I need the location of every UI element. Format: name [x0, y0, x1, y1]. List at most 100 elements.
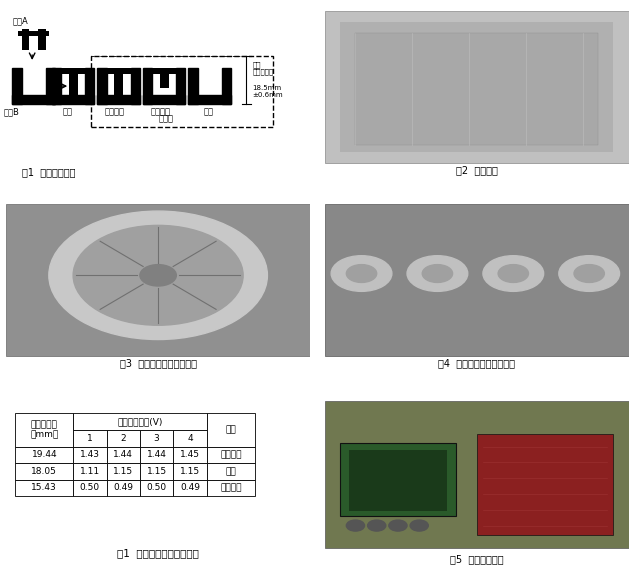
Bar: [140, 480, 173, 496]
Circle shape: [73, 225, 243, 325]
Bar: [325, 204, 629, 356]
Bar: [140, 463, 173, 480]
Bar: [340, 443, 456, 517]
Text: 18.05: 18.05: [31, 467, 57, 476]
Bar: [6, 204, 310, 356]
Bar: [356, 33, 598, 145]
Bar: [140, 447, 173, 463]
Text: 0.50: 0.50: [80, 483, 100, 492]
Text: パーツ高さ
（mm）: パーツ高さ （mm）: [30, 420, 58, 440]
Bar: [143, 95, 185, 104]
Text: 3: 3: [154, 434, 159, 443]
Bar: [73, 414, 207, 430]
Text: 不良品: 不良品: [158, 114, 173, 123]
Circle shape: [389, 520, 407, 531]
Bar: [52, 68, 61, 104]
Text: 部品B: 部品B: [3, 107, 19, 117]
Text: 1.15: 1.15: [180, 467, 200, 476]
Text: 入りすぎ: 入りすぎ: [105, 107, 125, 117]
Bar: [114, 68, 123, 102]
Bar: [73, 480, 107, 496]
Bar: [140, 430, 173, 447]
Text: 18.5mm
±0.6mm: 18.5mm ±0.6mm: [252, 85, 283, 98]
Bar: [173, 447, 207, 463]
Bar: [207, 463, 255, 480]
Circle shape: [140, 264, 177, 286]
Circle shape: [331, 256, 392, 291]
Circle shape: [346, 264, 377, 282]
Text: 良品: 良品: [225, 467, 236, 476]
Text: 1.45: 1.45: [180, 450, 200, 460]
Circle shape: [407, 256, 468, 291]
Bar: [60, 68, 87, 74]
Circle shape: [49, 211, 267, 339]
Text: 表1  差動トランス検査結果: 表1 差動トランス検査結果: [117, 548, 199, 558]
Text: 1.15: 1.15: [113, 467, 133, 476]
Text: 4: 4: [187, 434, 193, 443]
Bar: [325, 400, 629, 548]
Text: 19.44: 19.44: [32, 450, 57, 460]
Bar: [73, 463, 107, 480]
Bar: [46, 68, 55, 104]
Text: 差動トランス(V): 差動トランス(V): [117, 417, 163, 426]
Text: 1.11: 1.11: [80, 467, 100, 476]
Bar: [105, 68, 132, 74]
Text: 図3  パーツフィーダボウル: 図3 パーツフィーダボウル: [119, 358, 197, 368]
Bar: [18, 31, 49, 36]
Bar: [13, 95, 55, 104]
Bar: [107, 463, 140, 480]
Circle shape: [483, 256, 544, 291]
Text: 2: 2: [121, 434, 126, 443]
Bar: [207, 414, 255, 447]
Bar: [85, 68, 95, 104]
Text: 入り不良: 入り不良: [220, 450, 242, 460]
Bar: [189, 95, 231, 104]
Bar: [13, 68, 22, 104]
Text: 1.44: 1.44: [113, 450, 133, 460]
Text: 1.15: 1.15: [147, 467, 166, 476]
Text: 備考: 備考: [225, 425, 236, 435]
Text: 基準
となる高さ: 基準 となる高さ: [252, 61, 274, 76]
Bar: [349, 450, 446, 511]
Bar: [97, 95, 140, 104]
Bar: [91, 56, 274, 127]
Bar: [173, 430, 207, 447]
Text: 1.44: 1.44: [147, 450, 166, 460]
Text: 15.43: 15.43: [31, 483, 57, 492]
Text: 良品: 良品: [62, 107, 72, 117]
Bar: [15, 480, 73, 496]
Circle shape: [559, 256, 620, 291]
Bar: [173, 463, 207, 480]
Bar: [207, 480, 255, 496]
Bar: [73, 447, 107, 463]
Bar: [107, 447, 140, 463]
Text: 図1  樹脂成型部品: 図1 樹脂成型部品: [22, 167, 75, 177]
Bar: [131, 68, 140, 104]
Text: 部品A: 部品A: [13, 17, 28, 26]
Bar: [173, 480, 207, 496]
Bar: [38, 29, 46, 51]
Text: 0.49: 0.49: [180, 483, 200, 492]
Bar: [107, 430, 140, 447]
Text: 図5  データ管理部: 図5 データ管理部: [450, 554, 504, 564]
Text: 0.49: 0.49: [113, 483, 133, 492]
Circle shape: [422, 264, 453, 282]
Bar: [15, 463, 73, 480]
Circle shape: [368, 520, 386, 531]
Bar: [69, 68, 77, 95]
Bar: [477, 433, 613, 535]
Bar: [107, 480, 140, 496]
Bar: [15, 447, 73, 463]
Bar: [325, 11, 629, 163]
Bar: [15, 414, 73, 447]
Bar: [222, 68, 231, 104]
Bar: [97, 68, 107, 104]
Text: 図2  課題装置: 図2 課題装置: [456, 166, 498, 175]
Bar: [177, 68, 185, 104]
Text: 入り不良: 入り不良: [150, 107, 171, 117]
Circle shape: [574, 264, 605, 282]
Bar: [52, 95, 95, 104]
Bar: [22, 29, 29, 51]
Bar: [143, 68, 152, 104]
Bar: [189, 68, 197, 104]
